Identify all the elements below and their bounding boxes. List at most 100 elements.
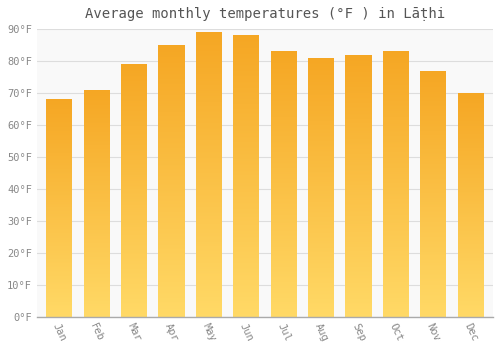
Bar — [458, 299, 483, 300]
Bar — [121, 196, 147, 197]
Bar — [233, 293, 260, 294]
Bar — [121, 218, 147, 220]
Bar — [458, 307, 483, 308]
Bar — [158, 273, 184, 275]
Bar — [382, 126, 409, 127]
Bar — [308, 132, 334, 133]
Bar — [308, 262, 334, 264]
Bar — [233, 202, 260, 203]
Bar — [121, 307, 147, 308]
Bar — [84, 185, 110, 186]
Bar — [121, 64, 147, 65]
Bar — [270, 75, 296, 77]
Bar — [121, 127, 147, 129]
Bar — [121, 78, 147, 79]
Bar — [121, 122, 147, 124]
Bar — [270, 130, 296, 131]
Bar — [196, 128, 222, 129]
Bar — [420, 303, 446, 304]
Bar — [233, 225, 260, 227]
Bar — [158, 231, 184, 233]
Bar — [84, 282, 110, 283]
Bar — [346, 77, 372, 78]
Bar — [46, 295, 72, 296]
Bar — [196, 250, 222, 252]
Bar — [270, 245, 296, 247]
Bar — [196, 217, 222, 219]
Bar — [196, 290, 222, 291]
Bar — [308, 174, 334, 176]
Bar — [382, 305, 409, 306]
Bar — [233, 213, 260, 214]
Bar — [121, 261, 147, 262]
Bar — [270, 285, 296, 286]
Bar — [233, 252, 260, 254]
Bar — [46, 238, 72, 239]
Bar — [270, 237, 296, 239]
Bar — [346, 307, 372, 308]
Bar — [121, 188, 147, 189]
Bar — [458, 303, 483, 304]
Bar — [308, 63, 334, 64]
Bar — [233, 224, 260, 225]
Bar — [308, 102, 334, 103]
Bar — [270, 254, 296, 256]
Bar — [196, 232, 222, 233]
Bar — [158, 94, 184, 95]
Bar — [346, 223, 372, 224]
Bar — [382, 309, 409, 310]
Bar — [458, 228, 483, 229]
Bar — [346, 102, 372, 103]
Bar — [84, 222, 110, 223]
Bar — [420, 200, 446, 201]
Bar — [346, 288, 372, 289]
Bar — [458, 247, 483, 248]
Bar — [46, 308, 72, 309]
Bar — [233, 185, 260, 186]
Bar — [346, 144, 372, 145]
Bar — [308, 99, 334, 100]
Bar — [84, 143, 110, 144]
Bar — [84, 125, 110, 126]
Bar — [270, 192, 296, 194]
Bar — [121, 309, 147, 311]
Bar — [158, 135, 184, 136]
Bar — [382, 122, 409, 123]
Bar — [458, 253, 483, 254]
Bar — [233, 316, 260, 317]
Bar — [233, 131, 260, 133]
Bar — [458, 221, 483, 222]
Bar — [270, 208, 296, 209]
Bar — [84, 144, 110, 146]
Bar — [270, 241, 296, 243]
Bar — [158, 64, 184, 65]
Bar — [121, 116, 147, 117]
Bar — [420, 205, 446, 206]
Bar — [196, 261, 222, 263]
Bar — [382, 179, 409, 180]
Bar — [46, 140, 72, 141]
Bar — [308, 92, 334, 93]
Bar — [233, 217, 260, 218]
Bar — [458, 206, 483, 207]
Bar — [121, 212, 147, 214]
Bar — [346, 100, 372, 102]
Bar — [458, 102, 483, 103]
Bar — [420, 228, 446, 230]
Bar — [84, 296, 110, 298]
Bar — [158, 53, 184, 55]
Bar — [382, 119, 409, 120]
Bar — [233, 297, 260, 299]
Bar — [458, 260, 483, 261]
Bar — [308, 100, 334, 102]
Bar — [346, 300, 372, 301]
Bar — [270, 151, 296, 152]
Bar — [84, 139, 110, 140]
Bar — [270, 261, 296, 262]
Bar — [270, 180, 296, 182]
Bar — [382, 260, 409, 261]
Bar — [196, 49, 222, 51]
Bar — [382, 182, 409, 183]
Bar — [420, 231, 446, 232]
Bar — [196, 222, 222, 223]
